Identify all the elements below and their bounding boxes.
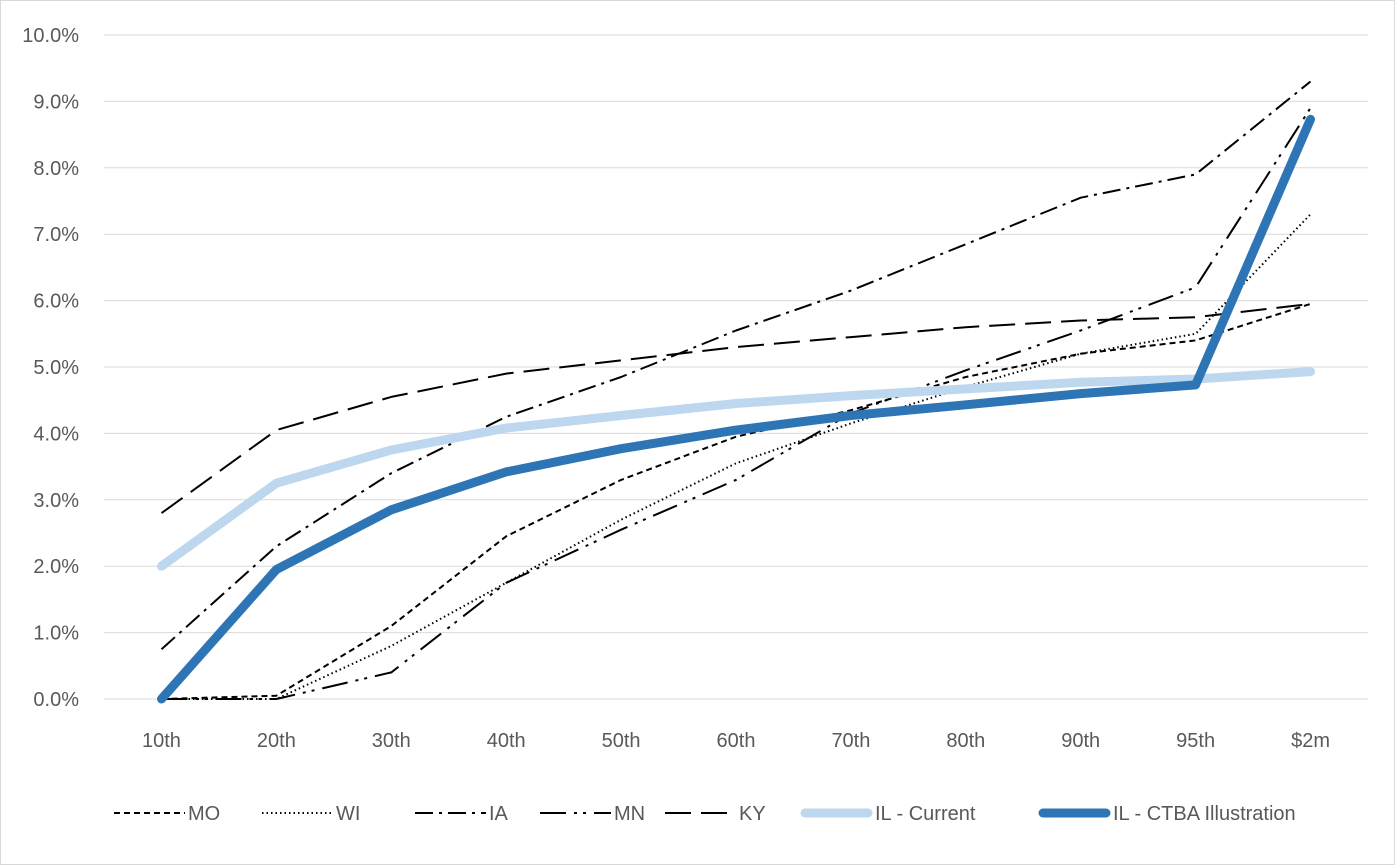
series-line-il-current (157, 367, 1315, 571)
y-tick-label: 6.0% (33, 291, 79, 313)
gridlines (104, 34, 1368, 700)
y-tick-label: 0.0% (33, 689, 79, 711)
series-lines (157, 80, 1315, 704)
x-tick-label: 50th (602, 730, 641, 752)
y-tick-label: 4.0% (33, 423, 79, 445)
y-tick-label: 1.0% (33, 623, 79, 645)
series-line-ia (160, 80, 1312, 650)
x-tick-label: 90th (1061, 730, 1100, 752)
y-tick-label: 9.0% (33, 91, 79, 113)
x-tick-label: 10th (142, 730, 181, 752)
series-line-mo (161, 302, 1311, 700)
legend: MO WI IA MN KY IL - Current IL - CTBA Illustra… (114, 803, 1296, 825)
x-tick-label: $2m (1291, 730, 1330, 752)
y-tick-label: 8.0% (33, 158, 79, 180)
series-line-mn (161, 107, 1312, 700)
series-line-il-ctba-illustration (157, 114, 1315, 704)
x-tick-label: 60th (717, 730, 756, 752)
legend-label: IA (489, 803, 509, 825)
legend-label: WI (336, 803, 360, 825)
y-tick-label: 5.0% (33, 357, 79, 379)
y-tick-label: 10.0% (22, 25, 79, 47)
y-tick-label: 3.0% (33, 490, 79, 512)
y-tick-label: 2.0% (33, 556, 79, 578)
x-tick-label: 80th (946, 730, 985, 752)
x-axis-tick-labels: 10th 20th 30th 40th 50th 60th 70th 80th 90th 95th… (142, 730, 1330, 752)
x-tick-label: 20th (257, 730, 296, 752)
y-tick-label: 7.0% (33, 224, 79, 246)
x-tick-label: 70th (831, 730, 870, 752)
x-tick-label: 95th (1176, 730, 1215, 752)
x-tick-label: 40th (487, 730, 526, 752)
series-line-ky (160, 302, 1311, 514)
legend-label: MO (188, 803, 220, 825)
legend-label: IL - CTBA Illustration (1113, 803, 1296, 825)
series-line-wi (161, 213, 1312, 700)
y-axis-tick-labels: 0.0% 1.0% 2.0% 3.0% 4.0% 5.0% 6.0% 7.0% 8.0% 9.0%… (22, 25, 79, 711)
legend-label: MN (614, 803, 645, 825)
legend-label: KY (739, 803, 766, 825)
legend-label: IL - Current (875, 803, 976, 825)
x-tick-label: 30th (372, 730, 411, 752)
